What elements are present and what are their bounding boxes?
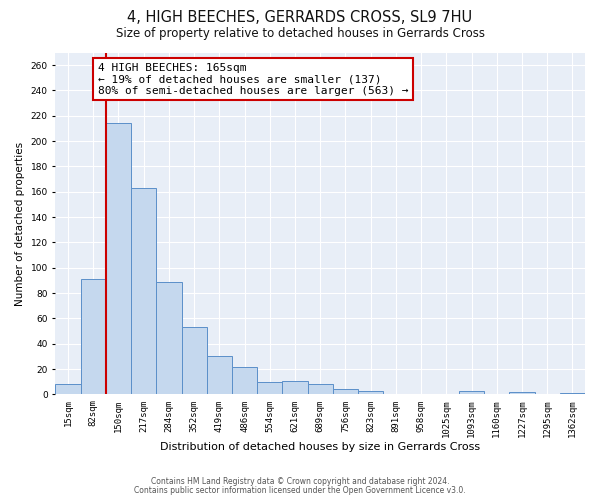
Bar (182, 328, 207, 394)
Bar (232, 366, 257, 394)
Bar (55, 384, 80, 394)
Text: Contains public sector information licensed under the Open Government Licence v3: Contains public sector information licen… (134, 486, 466, 495)
Bar (80, 279, 106, 394)
Bar (257, 382, 283, 394)
Bar (333, 390, 358, 394)
Bar (106, 124, 131, 394)
Bar (509, 392, 535, 394)
Text: Size of property relative to detached houses in Gerrards Cross: Size of property relative to detached ho… (115, 28, 485, 40)
Bar (131, 188, 157, 394)
Bar (283, 380, 308, 394)
Bar (308, 384, 333, 394)
Y-axis label: Number of detached properties: Number of detached properties (15, 142, 25, 306)
Bar (560, 393, 585, 394)
Text: 4, HIGH BEECHES, GERRARDS CROSS, SL9 7HU: 4, HIGH BEECHES, GERRARDS CROSS, SL9 7HU (127, 10, 473, 25)
Bar (358, 390, 383, 394)
Bar (157, 282, 182, 395)
X-axis label: Distribution of detached houses by size in Gerrards Cross: Distribution of detached houses by size … (160, 442, 480, 452)
Bar (459, 390, 484, 394)
Bar (207, 356, 232, 395)
Text: 4 HIGH BEECHES: 165sqm
← 19% of detached houses are smaller (137)
80% of semi-de: 4 HIGH BEECHES: 165sqm ← 19% of detached… (98, 63, 409, 96)
Text: Contains HM Land Registry data © Crown copyright and database right 2024.: Contains HM Land Registry data © Crown c… (151, 477, 449, 486)
